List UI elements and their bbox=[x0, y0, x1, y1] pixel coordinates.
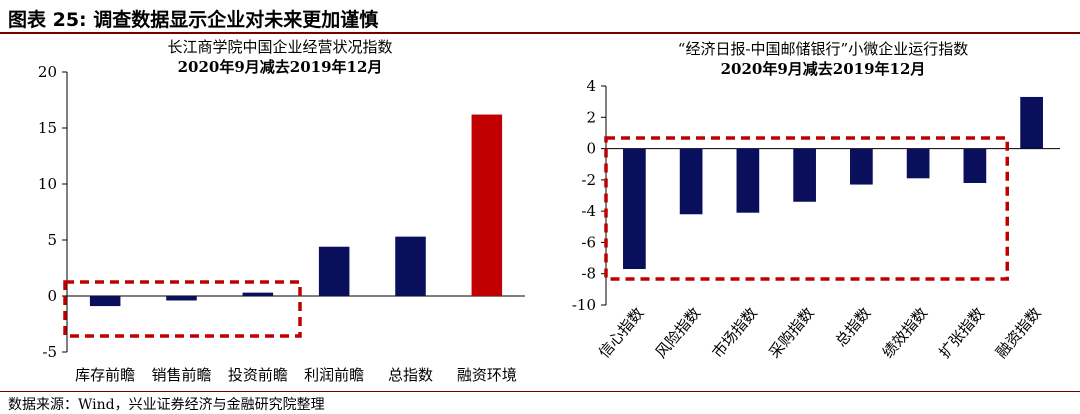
bar-1 bbox=[623, 148, 646, 270]
chart-psbc-sme-index: “经济日报-中国邮储银行”小微企业运行指数 2020年9月减去2019年12月 … bbox=[540, 34, 1080, 390]
y-tick-label: 5 bbox=[47, 231, 57, 249]
bar-4 bbox=[793, 148, 816, 202]
bar-1 bbox=[89, 296, 121, 307]
highlight-box bbox=[604, 136, 1009, 281]
x-tick-label: 扩张指数 bbox=[936, 304, 988, 362]
chart-subtitle: 2020年9月减去2019年12月 bbox=[721, 60, 926, 78]
y-tick-label: 2 bbox=[586, 108, 596, 126]
top-rule bbox=[0, 32, 1080, 34]
bar-4 bbox=[318, 246, 350, 296]
y-tick-label: -10 bbox=[572, 296, 596, 314]
bar-3 bbox=[736, 148, 760, 213]
bar-7 bbox=[963, 148, 987, 183]
x-tick-label: 信心指数 bbox=[595, 304, 647, 362]
y-tick-label: -2 bbox=[581, 171, 596, 189]
bar-5 bbox=[850, 148, 873, 185]
x-tick-label: 库存前瞻 bbox=[75, 366, 135, 384]
highlight-box bbox=[63, 280, 302, 338]
x-tick-label: 采购指数 bbox=[765, 304, 817, 362]
bar-2 bbox=[679, 148, 703, 215]
bar-6 bbox=[906, 148, 930, 179]
plot-area: -10 -8 -6 -4 -2 0 2 4 信心指数 风险指数 市场指数 采购指数 总指数 绩效指数 扩张指… bbox=[572, 77, 1060, 362]
chart-title: 长江商学院中国企业经营状况指数 bbox=[167, 38, 392, 56]
y-tick-label: 0 bbox=[586, 140, 596, 158]
x-tick-label: 销售前瞻 bbox=[151, 366, 211, 384]
bar-3 bbox=[242, 292, 274, 296]
x-tick-label: 投资前瞻 bbox=[228, 366, 288, 384]
chart-ckgsb-svg: 长江商学院中国企业经营状况指数 2020年9月减去2019年12月 -5 0 5 10… bbox=[38, 38, 525, 384]
y-tick-label: 0 bbox=[47, 287, 57, 305]
x-tick-label: 市场指数 bbox=[709, 304, 761, 362]
bar-6 bbox=[471, 114, 503, 296]
chart-subtitle: 2020年9月减去2019年12月 bbox=[178, 58, 383, 76]
y-tick-label: 20 bbox=[38, 63, 57, 81]
chart-psbc-svg: “经济日报-中国邮储银行”小微企业运行指数 2020年9月减去2019年12月 … bbox=[572, 40, 1060, 362]
x-tick-label: 总指数 bbox=[388, 366, 433, 384]
chart-ckgsb-index: 长江商学院中国企业经营状况指数 2020年9月减去2019年12月 -5 0 5 10… bbox=[0, 34, 540, 390]
y-tick-label: -8 bbox=[581, 265, 596, 283]
chart-title: “经济日报-中国邮储银行”小微企业运行指数 bbox=[678, 40, 968, 58]
bar-5 bbox=[395, 236, 426, 296]
y-tick-label: -6 bbox=[581, 233, 596, 251]
x-tick-label: 融资指数 bbox=[992, 304, 1044, 362]
y-tick-label: 10 bbox=[38, 175, 57, 193]
bottom-rule bbox=[0, 391, 1080, 392]
bar-2 bbox=[166, 296, 197, 301]
y-tick-label: -5 bbox=[42, 343, 57, 361]
x-tick-label: 绩效指数 bbox=[879, 304, 931, 362]
x-tick-label: 总指数 bbox=[832, 304, 875, 350]
x-tick-label: 风险指数 bbox=[652, 304, 704, 362]
source-note: 数据来源：Wind，兴业证券经济与金融研究院整理 bbox=[8, 397, 325, 413]
y-tick-label: -4 bbox=[581, 202, 596, 220]
bar-8 bbox=[1020, 96, 1043, 149]
x-tick-label: 利润前瞻 bbox=[304, 366, 364, 384]
x-tick-label: 融资环境 bbox=[457, 366, 517, 384]
y-tick-label: 15 bbox=[38, 119, 57, 137]
figure-title: 图表 25: 调查数据显示企业对未来更加谨慎 bbox=[8, 9, 379, 31]
plot-area: -5 0 5 10 15 20 库存前瞻 销售前瞻 投资前瞻 利润前瞻 总指数 融资环境 bbox=[38, 63, 525, 384]
y-tick-label: 4 bbox=[586, 77, 596, 95]
